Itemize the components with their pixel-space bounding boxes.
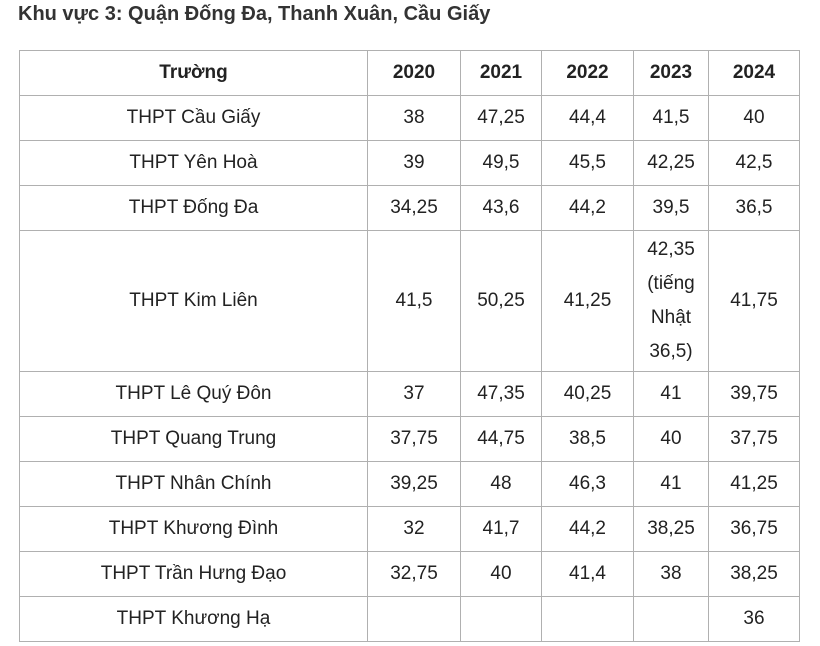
- table-row: THPT Đống Đa 34,25 43,6 44,2 39,5 36,5: [19, 185, 800, 231]
- score-2024: 42,5: [708, 140, 800, 186]
- school-name: THPT Quang Trung: [19, 416, 368, 462]
- score-2023: 41: [633, 461, 709, 507]
- score-2023: 41,5: [633, 95, 709, 141]
- header-year-2024: 2024: [708, 50, 800, 96]
- score-2024: 41,25: [708, 461, 800, 507]
- school-name: THPT Lê Quý Đôn: [19, 371, 368, 417]
- score-2022: 41,4: [541, 551, 634, 597]
- score-2021: 40: [460, 551, 542, 597]
- score-2023: 41: [633, 371, 709, 417]
- score-2022: 41,25: [541, 230, 634, 372]
- table-row: THPT Kim Liên 41,5 50,25 41,25 42,35 (ti…: [19, 230, 800, 372]
- score-2020: 39: [367, 140, 461, 186]
- table-row: THPT Nhân Chính 39,25 48 46,3 41 41,25: [19, 461, 800, 507]
- score-2020: [367, 596, 461, 642]
- table-row: THPT Quang Trung 37,75 44,75 38,5 40 37,…: [19, 416, 800, 462]
- school-name: THPT Cầu Giấy: [19, 95, 368, 141]
- score-2020: 37,75: [367, 416, 461, 462]
- score-2021: 48: [460, 461, 542, 507]
- score-2020: 41,5: [367, 230, 461, 372]
- table-header-row: Trường 2020 2021 2022 2023 2024: [19, 50, 800, 96]
- score-2021: 43,6: [460, 185, 542, 231]
- table-row: THPT Khương Hạ 36: [19, 596, 800, 642]
- score-2021: 47,35: [460, 371, 542, 417]
- score-2022: 46,3: [541, 461, 634, 507]
- score-2022: [541, 596, 634, 642]
- table-row: THPT Trần Hưng Đạo 32,75 40 41,4 38 38,2…: [19, 551, 800, 597]
- score-2022: 38,5: [541, 416, 634, 462]
- score-2020: 32: [367, 506, 461, 552]
- score-2024: 38,25: [708, 551, 800, 597]
- header-school: Trường: [19, 50, 368, 96]
- score-2020: 39,25: [367, 461, 461, 507]
- header-year-2022: 2022: [541, 50, 634, 96]
- score-2024: 37,75: [708, 416, 800, 462]
- admission-score-table: Trường 2020 2021 2022 2023 2024 THPT Cầu…: [19, 50, 800, 642]
- school-name: THPT Yên Hoà: [19, 140, 368, 186]
- school-name: THPT Đống Đa: [19, 185, 368, 231]
- score-2024: 36: [708, 596, 800, 642]
- score-2023-note: 42,35 (tiếng Nhật 36,5): [647, 239, 695, 362]
- score-2020: 32,75: [367, 551, 461, 597]
- score-2022: 45,5: [541, 140, 634, 186]
- score-2023: 42,25: [633, 140, 709, 186]
- score-2020: 34,25: [367, 185, 461, 231]
- score-2021: [460, 596, 542, 642]
- table-row: THPT Lê Quý Đôn 37 47,35 40,25 41 39,75: [19, 371, 800, 417]
- score-2021: 41,7: [460, 506, 542, 552]
- score-2020: 38: [367, 95, 461, 141]
- score-2023: 40: [633, 416, 709, 462]
- school-name: THPT Khương Hạ: [19, 596, 368, 642]
- score-2022: 44,4: [541, 95, 634, 141]
- score-2022: 44,2: [541, 185, 634, 231]
- table-row: THPT Khương Đình 32 41,7 44,2 38,25 36,7…: [19, 506, 800, 552]
- score-2024: 41,75: [708, 230, 800, 372]
- table-row: THPT Yên Hoà 39 49,5 45,5 42,25 42,5: [19, 140, 800, 186]
- school-name: THPT Nhân Chính: [19, 461, 368, 507]
- score-2020: 37: [367, 371, 461, 417]
- header-year-2021: 2021: [460, 50, 542, 96]
- score-2024: 39,75: [708, 371, 800, 417]
- score-2023: 42,35 (tiếng Nhật 36,5): [633, 230, 709, 372]
- score-2022: 40,25: [541, 371, 634, 417]
- school-name: THPT Khương Đình: [19, 506, 368, 552]
- score-2024: 36,75: [708, 506, 800, 552]
- score-2022: 44,2: [541, 506, 634, 552]
- score-2023: [633, 596, 709, 642]
- score-2023: 38: [633, 551, 709, 597]
- page-title: Khu vực 3: Quận Đống Đa, Thanh Xuân, Cầu…: [18, 3, 491, 25]
- score-2024: 36,5: [708, 185, 800, 231]
- score-2024: 40: [708, 95, 800, 141]
- score-2023: 38,25: [633, 506, 709, 552]
- school-name: THPT Kim Liên: [19, 230, 368, 372]
- score-2021: 44,75: [460, 416, 542, 462]
- header-year-2020: 2020: [367, 50, 461, 96]
- header-year-2023: 2023: [633, 50, 709, 96]
- score-2021: 49,5: [460, 140, 542, 186]
- score-2021: 50,25: [460, 230, 542, 372]
- school-name: THPT Trần Hưng Đạo: [19, 551, 368, 597]
- score-2023: 39,5: [633, 185, 709, 231]
- table-row: THPT Cầu Giấy 38 47,25 44,4 41,5 40: [19, 95, 800, 141]
- score-2021: 47,25: [460, 95, 542, 141]
